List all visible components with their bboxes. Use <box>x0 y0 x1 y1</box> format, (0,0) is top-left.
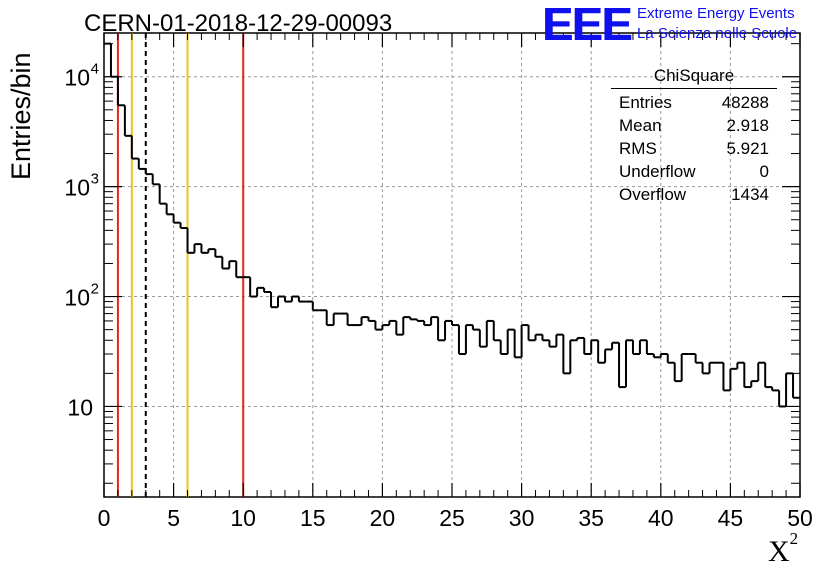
stats-row: RMS 5.921 <box>611 137 777 160</box>
y-axis-label: Entries/bin <box>6 52 36 180</box>
stats-title: ChiSquare <box>611 66 777 89</box>
x-axis-label-sup: 2 <box>789 529 799 548</box>
y-tick-label: 10 <box>64 175 90 201</box>
x-tick-label: 40 <box>648 505 674 531</box>
x-axis-label: X2 <box>768 529 798 569</box>
x-tick-label: 25 <box>439 505 465 531</box>
stats-row: Overflow 1434 <box>611 183 777 206</box>
x-tick-label: 5 <box>167 505 180 531</box>
x-tick-label: 15 <box>300 505 326 531</box>
chart-title: CERN-01-2018-12-29-00093 <box>84 10 393 37</box>
logo-line-2: La Scienza nelle Scuole <box>637 25 798 42</box>
stats-row: Entries 48288 <box>611 91 777 114</box>
stats-label: RMS <box>619 139 657 158</box>
y-tick-label: 10 <box>64 65 90 91</box>
stats-box: ChiSquare Entries 48288 Mean 2.918 RMS 5.92… <box>611 66 777 206</box>
x-tick-label: 30 <box>509 505 535 531</box>
x-tick-label: 20 <box>370 505 396 531</box>
y-tick-label: 10 <box>64 285 90 311</box>
stats-value: 2.918 <box>726 116 769 135</box>
stats-value: 5.921 <box>726 139 769 158</box>
y-tick-exponent: 2 <box>91 281 99 298</box>
stats-row: Underflow 0 <box>611 160 777 183</box>
logo-caption: Extreme Energy Events La Scienza nelle S… <box>637 4 797 44</box>
logo-line-1: Extreme Energy Events <box>637 5 795 22</box>
x-tick-label: 45 <box>718 505 744 531</box>
x-axis-label-base: X <box>768 535 790 568</box>
x-tick-label: 10 <box>230 505 256 531</box>
x-tick-label: 50 <box>787 505 813 531</box>
stats-value: 0 <box>759 162 769 181</box>
reference-lines <box>116 33 245 497</box>
stats-label: Underflow <box>619 162 696 181</box>
stats-value: 48288 <box>721 93 769 112</box>
stats-label: Mean <box>619 116 662 135</box>
y-tick-exponent: 3 <box>91 171 99 188</box>
y-tick-exponent: 4 <box>91 61 99 78</box>
x-tick-label: 35 <box>578 505 604 531</box>
y-tick-label: 10 <box>67 394 93 420</box>
histogram-bars <box>104 42 800 408</box>
eee-logo: EEE <box>542 0 632 50</box>
x-tick-label: 0 <box>98 505 111 531</box>
grid-lines <box>104 33 800 497</box>
stats-label: Entries <box>619 93 672 112</box>
stats-label: Overflow <box>619 185 687 204</box>
stats-value: 1434 <box>731 185 769 204</box>
stats-row: Mean 2.918 <box>611 114 777 137</box>
